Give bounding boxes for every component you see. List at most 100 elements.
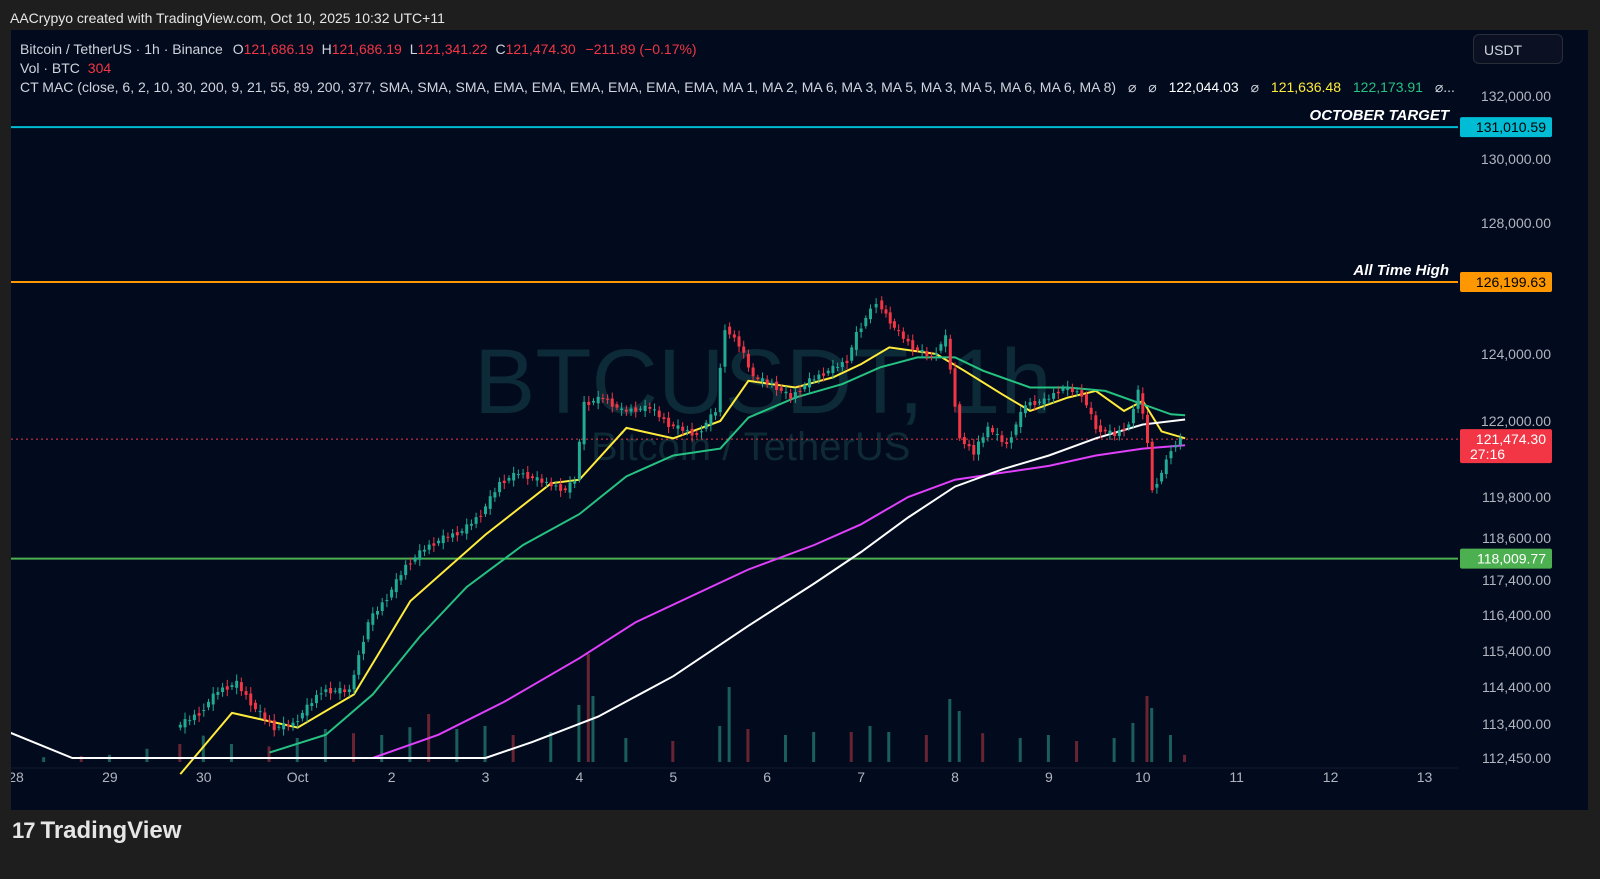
candle-body bbox=[474, 517, 478, 524]
candle-body bbox=[845, 360, 849, 364]
candle-body bbox=[183, 719, 187, 728]
close-label: C bbox=[495, 41, 506, 57]
candle-body bbox=[507, 478, 511, 481]
candle-body bbox=[685, 430, 689, 432]
candle-body bbox=[455, 532, 459, 536]
volume-bar bbox=[1150, 708, 1154, 762]
y-tick-label: 116,400.00 bbox=[1482, 607, 1551, 623]
candle-body bbox=[676, 425, 680, 429]
candle-body bbox=[803, 384, 807, 390]
candle-body bbox=[1084, 394, 1088, 406]
volume-bar bbox=[1168, 735, 1172, 762]
candle-body bbox=[498, 481, 502, 493]
x-tick-label: 29 bbox=[102, 769, 118, 785]
chart-area[interactable]: BTCUSDT, 1h Bitcoin / TetherUS 132,000.0… bbox=[11, 30, 1588, 810]
candle-body bbox=[742, 346, 746, 353]
x-tick-label: 28 bbox=[11, 769, 24, 785]
candle-body bbox=[559, 484, 563, 491]
candle-body bbox=[770, 382, 774, 384]
candle-body bbox=[587, 401, 591, 405]
candle-body bbox=[263, 712, 267, 720]
candle-body bbox=[178, 724, 182, 728]
hidden-value-1: ⌀ bbox=[1127, 79, 1137, 95]
volume-bar bbox=[1183, 754, 1187, 762]
y-tick-label: 115,400.00 bbox=[1482, 643, 1551, 659]
candle-body bbox=[530, 476, 534, 478]
candle-body bbox=[202, 710, 206, 712]
candle-body bbox=[624, 409, 628, 412]
candle-body bbox=[432, 543, 436, 546]
candle-body bbox=[324, 689, 328, 693]
candle-body bbox=[1117, 430, 1121, 437]
volume-bar bbox=[868, 726, 872, 762]
candle-body bbox=[634, 407, 638, 412]
candle-body bbox=[1056, 391, 1060, 394]
volume-bar bbox=[1131, 723, 1135, 762]
candle-body bbox=[615, 404, 619, 408]
candle-body bbox=[1127, 424, 1131, 428]
candle-body bbox=[793, 392, 797, 399]
volume-bar bbox=[718, 726, 722, 762]
candle-body bbox=[1150, 441, 1154, 491]
candle-body bbox=[1164, 459, 1168, 475]
candle-body bbox=[329, 688, 333, 694]
candle-body bbox=[1174, 445, 1178, 448]
candle-body bbox=[1019, 411, 1023, 427]
volume-bar bbox=[924, 735, 928, 762]
candle-body bbox=[502, 480, 506, 484]
x-tick-label: Oct bbox=[287, 769, 309, 785]
candle-body bbox=[671, 424, 675, 427]
candle-body bbox=[361, 641, 365, 654]
footer-brand[interactable]: 17 TradingView bbox=[12, 817, 181, 845]
candle-body bbox=[563, 488, 567, 491]
candle-body bbox=[643, 405, 647, 412]
volume-legend[interactable]: Vol · BTC 304 bbox=[20, 60, 111, 76]
moving-average-line bbox=[372, 444, 1186, 759]
x-tick-label: 3 bbox=[482, 769, 490, 785]
candle-body bbox=[399, 575, 403, 581]
candle-body bbox=[732, 334, 736, 338]
candle-body bbox=[714, 412, 718, 416]
y-tick-label: 118,600.00 bbox=[1482, 530, 1551, 546]
volume-bar bbox=[577, 705, 581, 762]
candle-body bbox=[1089, 407, 1093, 415]
candle-body bbox=[300, 712, 304, 719]
candle-body bbox=[718, 367, 722, 413]
candle-body bbox=[737, 336, 741, 347]
candle-body bbox=[901, 331, 905, 339]
candle-body bbox=[807, 378, 811, 388]
candle-body bbox=[1108, 430, 1112, 434]
candle-body bbox=[268, 719, 272, 722]
candle-body bbox=[286, 724, 290, 727]
price-chart[interactable]: 132,000.00 130,000.00 128,000.00 124,000.00… bbox=[11, 30, 1588, 810]
candle-body bbox=[944, 335, 948, 347]
level-label: OCTOBER TARGET bbox=[1310, 107, 1451, 124]
candle-body bbox=[728, 326, 732, 335]
x-tick-label: 13 bbox=[1417, 769, 1433, 785]
candle-body bbox=[854, 331, 858, 350]
symbol-label[interactable]: Bitcoin / TetherUS · 1h · Binance bbox=[20, 41, 223, 57]
candle-body bbox=[465, 524, 469, 534]
candle-body bbox=[554, 485, 558, 487]
candle-body bbox=[258, 711, 262, 713]
moving-average-line bbox=[269, 356, 1186, 754]
candle-body bbox=[390, 589, 394, 598]
candle-body bbox=[822, 373, 826, 376]
candle-body bbox=[296, 721, 300, 723]
indicator-legend[interactable]: CT MAC (close, 6, 2, 10, 30, 200, 9, 21,… bbox=[20, 79, 1455, 96]
candle-body bbox=[1014, 424, 1018, 435]
candle-body bbox=[976, 441, 980, 455]
volume-bar bbox=[671, 741, 675, 762]
candle-body bbox=[939, 344, 943, 351]
candle-body bbox=[338, 688, 342, 694]
candle-body bbox=[192, 714, 196, 721]
y-tick-label: 130,000.00 bbox=[1481, 151, 1551, 167]
candle-body bbox=[681, 426, 685, 431]
candle-body bbox=[610, 398, 614, 407]
candle-body bbox=[897, 330, 901, 332]
volume-bar bbox=[948, 699, 952, 762]
candle-body bbox=[549, 481, 553, 487]
candle-body bbox=[880, 300, 884, 310]
currency-button[interactable]: USDT bbox=[1473, 34, 1563, 64]
candle-body bbox=[573, 480, 577, 484]
